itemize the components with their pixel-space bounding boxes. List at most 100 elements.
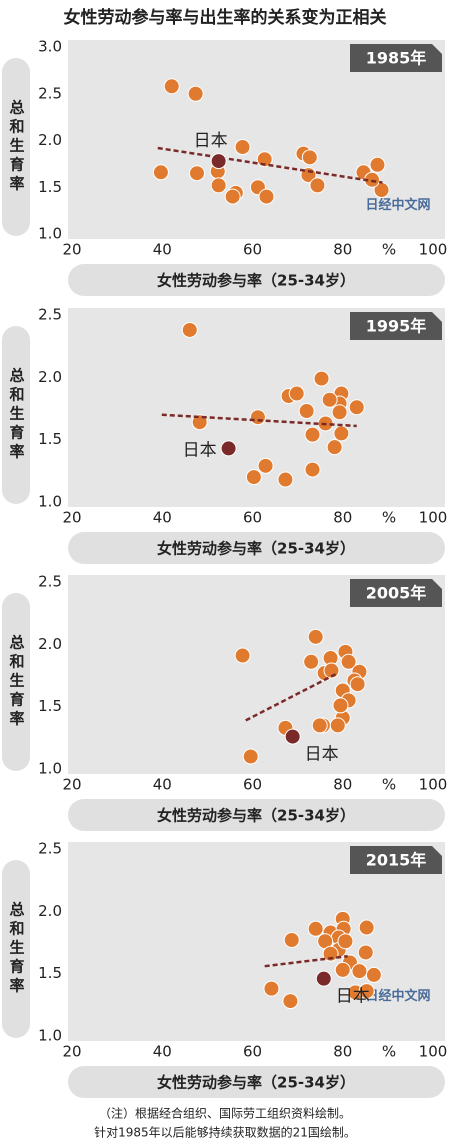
year-badge	[350, 44, 442, 72]
page-title: 女性劳动参与率与出生率的关系变为正相关	[64, 7, 387, 28]
data-point	[210, 153, 227, 170]
panel-title: 1995年	[366, 317, 427, 336]
y-axis-label: 总和生育率	[8, 634, 26, 730]
data-point	[298, 402, 315, 419]
data-point	[181, 321, 198, 338]
data-point	[188, 165, 205, 182]
data-point	[282, 993, 299, 1010]
y-label-box	[2, 326, 30, 504]
data-point	[234, 647, 251, 664]
x-label-box	[68, 264, 445, 296]
data-point	[326, 439, 343, 456]
data-point	[210, 177, 227, 194]
data-point	[307, 920, 324, 937]
x-tick-label: 80	[333, 776, 352, 794]
data-point	[369, 156, 386, 173]
year-badge	[350, 846, 442, 874]
data-point	[234, 139, 251, 156]
x-tick-label: 60	[243, 1043, 262, 1061]
data-point	[357, 944, 374, 961]
y-tick-label: 2.5	[38, 840, 62, 858]
data-point	[349, 676, 366, 693]
y-axis-label: 总和生育率	[8, 367, 26, 463]
x-tick-label: 60	[243, 241, 262, 259]
data-point	[245, 469, 262, 486]
point-label: 日本	[194, 131, 228, 151]
data-point	[304, 461, 321, 478]
unit-label: %	[382, 1043, 396, 1061]
y-tick-label: 2.0	[38, 368, 62, 386]
x-label-box	[68, 1066, 445, 1098]
x-tick-label: 100	[419, 776, 448, 794]
x-tick-label: 80	[333, 241, 352, 259]
x-label-box	[68, 799, 445, 831]
x-tick-label: 100	[419, 1043, 448, 1061]
data-point	[224, 188, 241, 205]
trend-line	[161, 413, 357, 428]
data-point	[329, 717, 346, 734]
unit-label: %	[382, 241, 396, 259]
x-tick-label: 80	[333, 1043, 352, 1061]
unit-label: %	[382, 776, 396, 794]
data-point	[249, 409, 266, 426]
data-point	[191, 414, 208, 431]
data-point	[309, 177, 326, 194]
panel-title: 2005年	[366, 584, 427, 603]
data-point	[283, 932, 300, 949]
x-tick-label: 20	[62, 241, 81, 259]
panel-title: 2015年	[366, 851, 427, 870]
y-label-box	[2, 860, 30, 1038]
x-tick-label: 20	[62, 776, 81, 794]
y-tick-label: 1.5	[38, 964, 62, 982]
watermark: 日经中文网	[365, 988, 430, 1004]
x-tick-label: 60	[243, 776, 262, 794]
x-tick-label: 40	[153, 1043, 172, 1061]
x-tick-label: 20	[62, 1043, 81, 1061]
data-point	[351, 963, 368, 980]
panel-title: 1985年	[366, 49, 427, 68]
data-point	[332, 697, 349, 714]
x-axis-label: 女性劳动参与率（25-34岁）	[157, 807, 355, 825]
trend-line	[157, 146, 383, 184]
data-point	[333, 425, 350, 442]
x-label-box	[68, 532, 445, 564]
data-point	[220, 440, 237, 457]
y-tick-label: 1.0	[38, 1027, 62, 1045]
y-label-box	[2, 593, 30, 771]
point-label: 日本	[305, 745, 339, 765]
x-tick-label: 40	[153, 776, 172, 794]
y-tick-label: 2.5	[38, 573, 62, 591]
y-tick-label: 2.0	[38, 131, 62, 149]
data-point	[284, 728, 301, 745]
footer-note: 针对1985年以后能够持续获取数据的21国绘制。	[94, 1125, 356, 1140]
data-point	[331, 404, 348, 421]
y-axis-label: 总和生育率	[8, 99, 26, 195]
data-point	[365, 966, 382, 983]
trend-line	[245, 673, 337, 722]
data-point	[315, 970, 332, 987]
trend-line	[264, 954, 348, 968]
x-tick-label: 20	[62, 509, 81, 527]
data-point	[152, 164, 169, 181]
data-point	[303, 653, 320, 670]
data-point	[301, 149, 318, 166]
y-tick-label: 1.0	[38, 225, 62, 243]
y-tick-label: 2.5	[38, 306, 62, 324]
data-point	[307, 628, 324, 645]
data-point	[277, 471, 294, 488]
x-tick-label: 100	[419, 241, 448, 259]
data-point	[288, 385, 305, 402]
data-point	[187, 85, 204, 102]
y-tick-label: 2.5	[38, 84, 62, 102]
y-tick-label: 1.5	[38, 697, 62, 715]
data-point	[311, 717, 328, 734]
x-tick-label: 60	[243, 509, 262, 527]
x-tick-label: 80	[333, 509, 352, 527]
data-point	[337, 933, 354, 950]
data-point	[313, 370, 330, 387]
data-point	[242, 748, 259, 765]
data-point	[334, 961, 351, 978]
x-tick-label: 40	[153, 509, 172, 527]
data-point	[258, 188, 275, 205]
